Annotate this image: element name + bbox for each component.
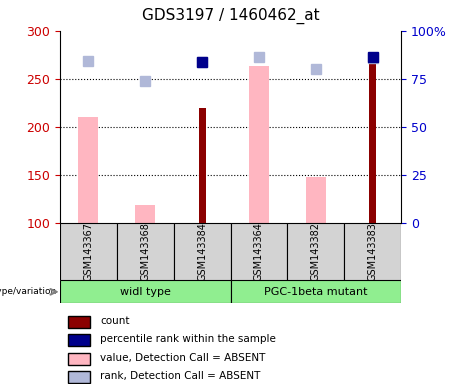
Bar [306, 177, 326, 223]
Text: genotype/variation: genotype/variation [0, 287, 57, 296]
FancyBboxPatch shape [230, 280, 401, 303]
Bar [199, 108, 206, 223]
Text: GSM143368: GSM143368 [140, 222, 150, 281]
Text: value, Detection Call = ABSENT: value, Detection Call = ABSENT [100, 353, 266, 363]
Text: percentile rank within the sample: percentile rank within the sample [100, 334, 276, 344]
FancyBboxPatch shape [117, 223, 174, 280]
FancyBboxPatch shape [68, 316, 90, 328]
Text: PGC-1beta mutant: PGC-1beta mutant [264, 287, 367, 297]
Bar [135, 205, 155, 223]
Text: GSM143384: GSM143384 [197, 222, 207, 281]
FancyBboxPatch shape [60, 223, 117, 280]
Text: GSM143383: GSM143383 [367, 222, 378, 281]
FancyBboxPatch shape [68, 371, 90, 383]
Text: GSM143382: GSM143382 [311, 222, 321, 281]
Text: count: count [100, 316, 130, 326]
Bar [78, 117, 98, 223]
Text: GSM143364: GSM143364 [254, 222, 264, 281]
Text: rank, Detection Call = ABSENT: rank, Detection Call = ABSENT [100, 371, 260, 381]
FancyBboxPatch shape [60, 280, 230, 303]
Bar [249, 66, 269, 223]
Title: GDS3197 / 1460462_at: GDS3197 / 1460462_at [142, 8, 319, 24]
FancyBboxPatch shape [174, 223, 230, 280]
FancyBboxPatch shape [68, 353, 90, 365]
FancyBboxPatch shape [287, 223, 344, 280]
Bar [369, 60, 376, 223]
Text: widl type: widl type [120, 287, 171, 297]
FancyBboxPatch shape [344, 223, 401, 280]
Text: GSM143367: GSM143367 [83, 222, 94, 281]
FancyBboxPatch shape [230, 223, 287, 280]
FancyBboxPatch shape [68, 334, 90, 346]
